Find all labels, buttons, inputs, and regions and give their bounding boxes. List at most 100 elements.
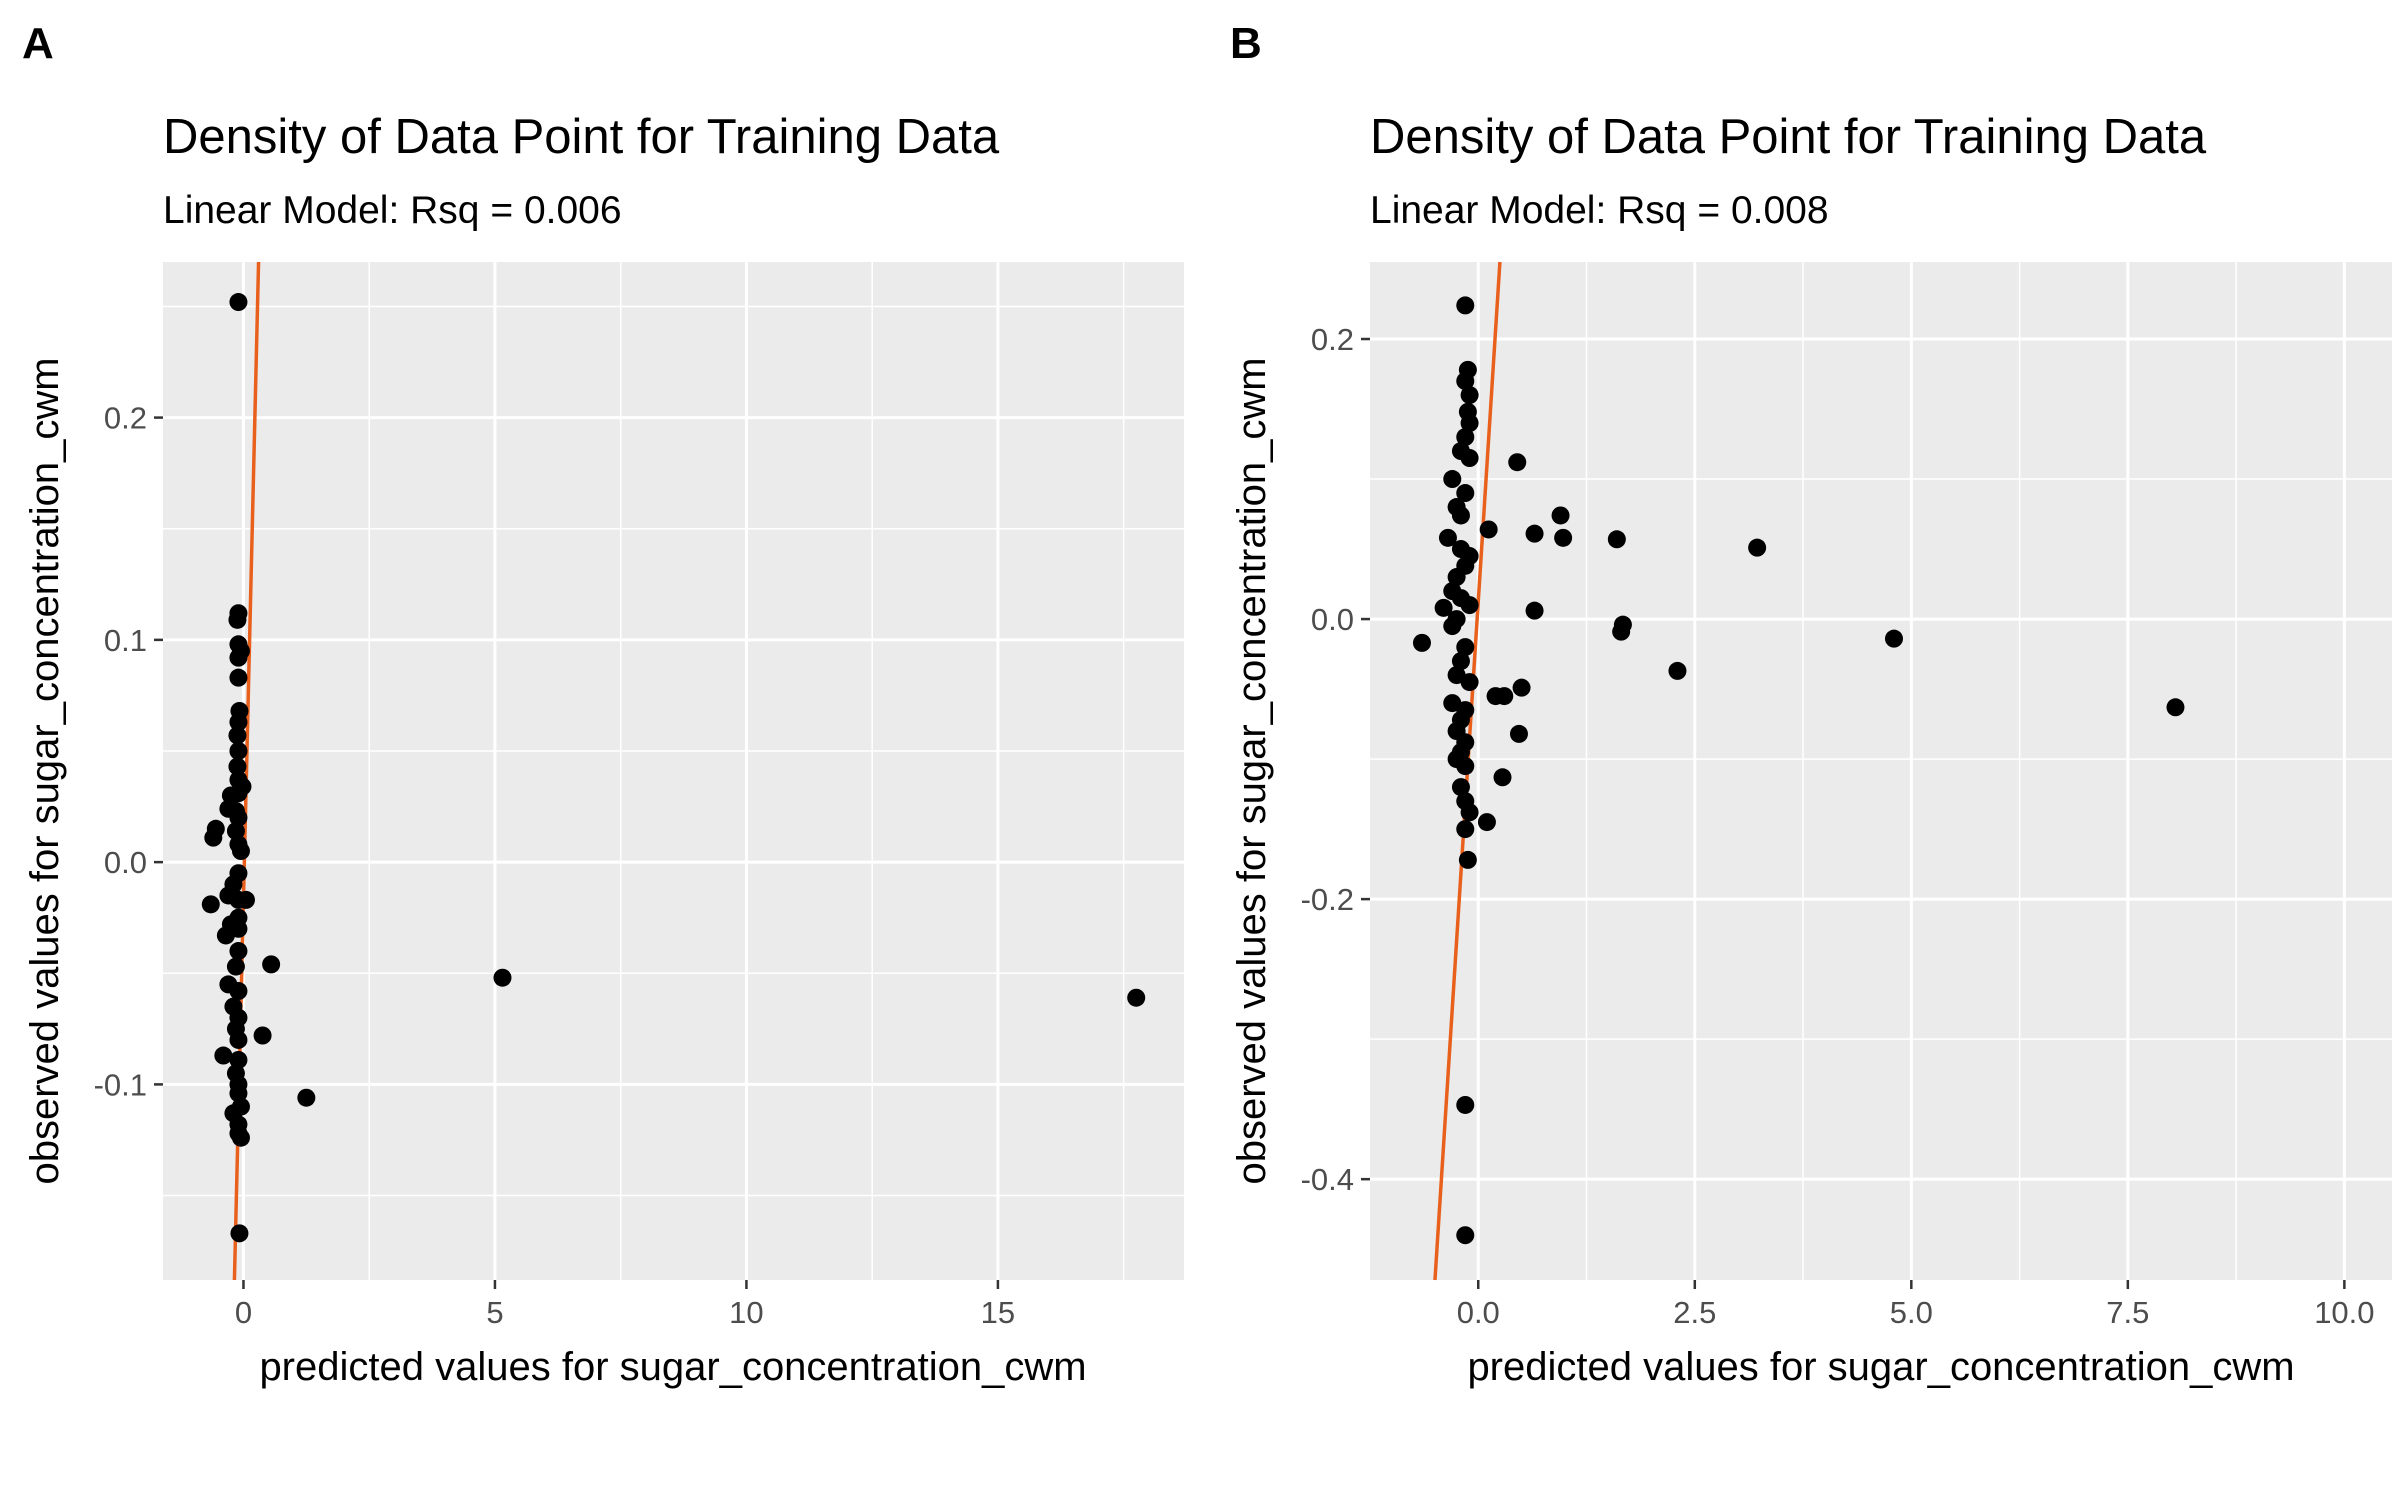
y-axis-label-b: observed values for sugar_concentration_… [1230, 357, 1274, 1184]
data-point [229, 1030, 248, 1049]
data-point [229, 293, 248, 312]
data-point [1456, 757, 1475, 776]
data-point [1456, 1226, 1475, 1245]
x-tick-label: 0 [235, 1295, 252, 1330]
data-point [493, 968, 512, 987]
data-point [1456, 484, 1475, 503]
data-point [226, 957, 245, 976]
data-point [228, 610, 247, 629]
data-point [1434, 598, 1453, 617]
y-tick-label: -0.4 [1301, 1162, 1354, 1197]
data-point [1509, 724, 1528, 743]
data-point [231, 1128, 250, 1147]
data-point [1456, 1095, 1475, 1114]
data-point [1443, 470, 1462, 489]
ticks-a: 0 5 10 15 -0.1 0.0 0.1 0.2 [94, 401, 1016, 1330]
data-point [229, 648, 248, 667]
data-point [1607, 530, 1626, 549]
x-tick-label: 15 [981, 1295, 1015, 1330]
data-point [214, 1046, 233, 1065]
data-point [228, 726, 247, 745]
data-point [2166, 698, 2185, 717]
x-tick-label: 2.5 [1673, 1295, 1716, 1330]
data-point [1460, 386, 1479, 405]
data-point [1451, 778, 1470, 797]
y-tick-label: -0.1 [94, 1067, 147, 1102]
points-a [201, 293, 1146, 1243]
data-point [226, 802, 245, 821]
data-point [1525, 601, 1544, 620]
y-axis-label-a: observed values for sugar_concentration_… [23, 357, 67, 1184]
data-point [229, 713, 248, 732]
x-axis-label-a: predicted values for sugar_concentration… [259, 1345, 1086, 1389]
data-point [1748, 538, 1767, 557]
data-point [230, 1224, 249, 1243]
data-point [1554, 528, 1573, 547]
data-point [229, 668, 248, 687]
data-point [262, 955, 281, 974]
data-point [1456, 428, 1475, 447]
data-point [1493, 768, 1512, 787]
data-point [1495, 687, 1514, 706]
data-point [1456, 820, 1475, 839]
data-point [1460, 449, 1479, 468]
chart-title-b: Density of Data Point for Training Data [1370, 110, 2207, 164]
x-tick-label: 5 [486, 1295, 503, 1330]
x-axis-label-b: predicted values for sugar_concentration… [1467, 1345, 2294, 1389]
data-point [1443, 617, 1462, 636]
y-tick-label: 0.2 [1311, 322, 1354, 357]
data-point [1460, 803, 1479, 822]
y-tick-label: -0.2 [1301, 882, 1354, 917]
data-point [229, 982, 248, 1001]
data-point [1447, 568, 1466, 587]
data-point [1512, 678, 1531, 697]
data-point [1477, 813, 1496, 832]
data-point [1479, 520, 1498, 539]
data-point [204, 828, 223, 847]
data-point [1438, 528, 1457, 547]
x-tick-label: 0.0 [1457, 1295, 1500, 1330]
panel-label-b: B [1230, 19, 1262, 68]
data-point [226, 822, 245, 841]
data-point [231, 842, 250, 861]
data-point [1525, 524, 1544, 543]
x-tick-label: 5.0 [1890, 1295, 1933, 1330]
chart-title-a: Density of Data Point for Training Data [163, 110, 1000, 164]
ticks-b: 0.0 2.5 5.0 7.5 10.0 -0.4 -0.2 0.0 0.2 [1301, 322, 2375, 1330]
data-point [1456, 372, 1475, 391]
data-point [1451, 506, 1470, 525]
data-point [228, 757, 247, 776]
data-point [1451, 652, 1470, 671]
data-point [1460, 414, 1479, 433]
data-point [1551, 506, 1570, 525]
data-point [1460, 673, 1479, 692]
data-point [1668, 661, 1687, 680]
panel-b: B Density of Data Point for Training Dat… [1230, 19, 2392, 1389]
data-point [1884, 629, 1903, 648]
chart-subtitle-b: Linear Model: Rsq = 0.008 [1370, 189, 1829, 232]
data-point [229, 1050, 248, 1069]
data-point [1456, 638, 1475, 657]
data-point [1456, 296, 1475, 315]
data-point [231, 1097, 250, 1116]
data-point [1127, 988, 1146, 1007]
y-tick-label: 0.0 [104, 845, 147, 880]
data-point [236, 890, 255, 909]
data-point [1508, 453, 1527, 472]
y-tick-label: 0.0 [1311, 602, 1354, 637]
x-tick-label: 10.0 [2314, 1295, 2374, 1330]
data-point [1458, 850, 1477, 869]
data-point [216, 926, 235, 945]
data-point [1612, 622, 1631, 641]
data-point [229, 1084, 248, 1103]
plot-panel-a [163, 262, 1184, 1280]
data-point [201, 895, 220, 914]
chart-subtitle-a: Linear Model: Rsq = 0.006 [163, 189, 622, 232]
plot-panel-b [1370, 262, 2392, 1280]
points-b [1412, 296, 2185, 1245]
x-tick-label: 10 [729, 1295, 763, 1330]
data-point [221, 786, 240, 805]
data-point [229, 942, 248, 961]
panel-a: A Density of Data Point for Training Dat… [22, 19, 1184, 1389]
